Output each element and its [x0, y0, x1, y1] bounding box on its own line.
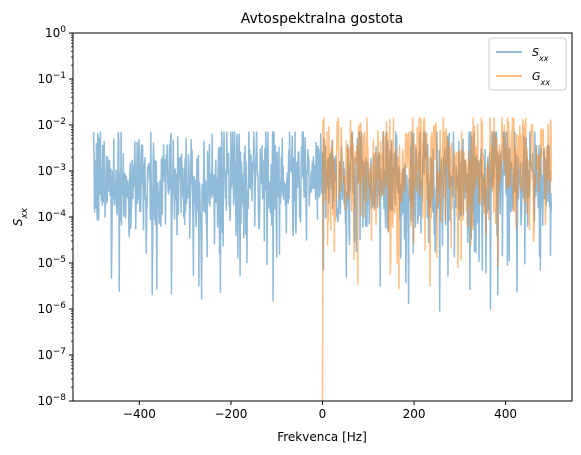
chart-title: Avtospektralna gostota — [241, 11, 403, 27]
y-axis-label-main: S — [11, 218, 25, 226]
x-tick-label: 0 — [319, 407, 327, 421]
legend: Sxx Gxx — [488, 37, 567, 91]
y-tick-label: 10−7 — [37, 347, 66, 362]
y-axis: 100 10−1 10−2 10−3 10−4 10−5 10−6 10−7 10−8 — [37, 25, 73, 408]
legend-label-gxx: Gxx — [532, 70, 550, 87]
legend-entry-gxx: Gxx — [496, 70, 550, 87]
y-tick-label: 10−4 — [37, 209, 66, 224]
x-tick-label: −400 — [123, 407, 156, 421]
x-axis-label: Frekvenca [Hz] — [277, 430, 367, 444]
y-tick-label: 10−3 — [37, 163, 66, 178]
y-tick-label: 10−6 — [37, 301, 66, 316]
legend-entry-sxx: Sxx — [496, 46, 549, 63]
x-tick-label: −200 — [214, 407, 247, 421]
y-tick-label: 100 — [45, 25, 66, 40]
y-tick-label: 10−1 — [37, 71, 66, 86]
x-tick-label: 200 — [403, 407, 426, 421]
legend-frame — [488, 37, 567, 91]
series-group — [92, 117, 553, 401]
y-tick-label: 10−5 — [37, 255, 66, 270]
series-line-gxx — [321, 117, 553, 401]
legend-label-sxx: Sxx — [532, 46, 549, 63]
y-axis-label-sub: xx — [20, 207, 30, 219]
y-tick-label: 10−8 — [37, 393, 66, 408]
y-axis-label: Sxx — [11, 207, 30, 226]
x-tick-label: 400 — [494, 407, 517, 421]
x-axis: −400 −200 0 200 400 — [123, 401, 517, 421]
y-tick-label: 10−2 — [37, 117, 66, 132]
